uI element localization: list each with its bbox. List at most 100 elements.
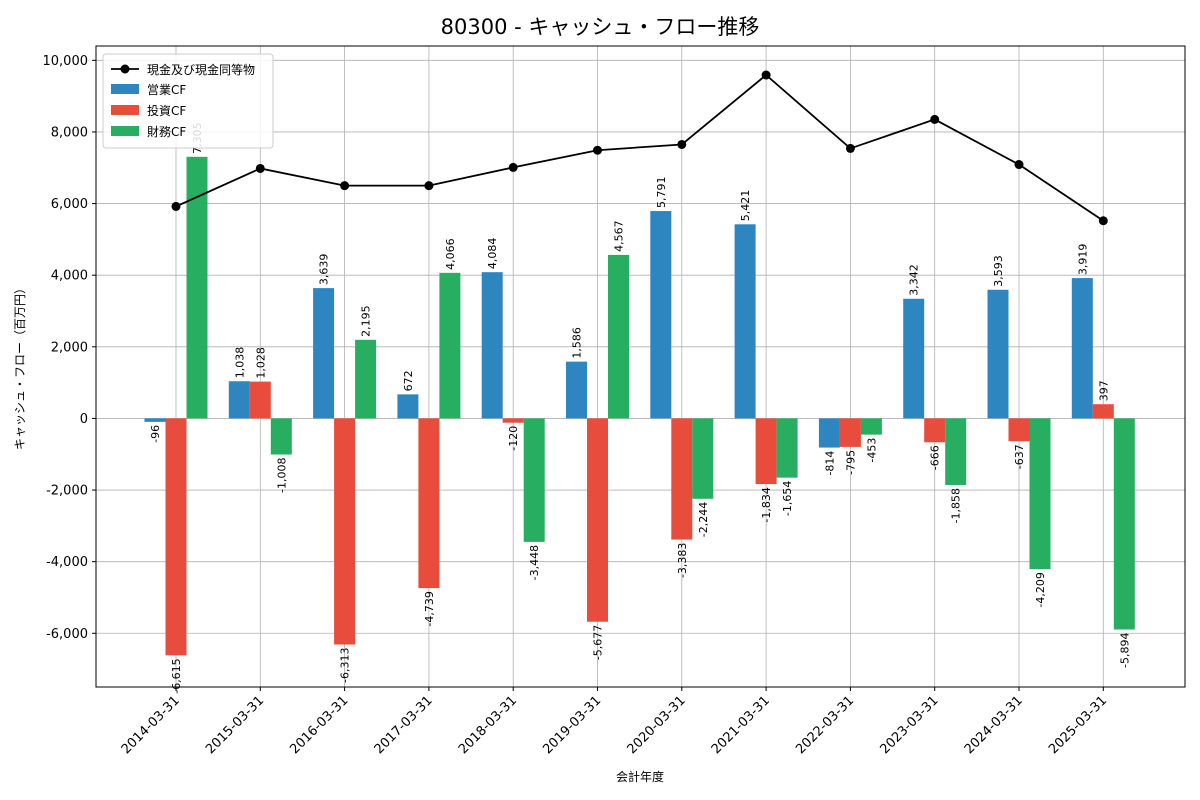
x-tick-label: 2021-03-31 (709, 693, 773, 757)
legend-box (102, 53, 274, 149)
bar-value-label: -814 (823, 451, 836, 476)
y-tick-label: 0 (80, 412, 88, 427)
bar-value-label: -453 (865, 438, 878, 463)
y-tick-label: 8,000 (51, 125, 88, 140)
bar-value-label: -637 (1013, 444, 1026, 469)
x-tick-label: 2019-03-31 (540, 693, 604, 757)
x-tick-label: 2016-03-31 (287, 693, 351, 757)
bar-financing (692, 418, 714, 499)
bar-investing (1092, 404, 1114, 419)
legend-swatch (111, 84, 139, 94)
bar-financing (860, 418, 882, 435)
bar-investing (165, 418, 187, 656)
x-tick-label: 2015-03-31 (203, 693, 267, 757)
bar-investing (249, 381, 271, 419)
cash-line-point (593, 145, 602, 155)
bar-value-label: -1,858 (950, 488, 963, 523)
bar-operating (313, 288, 335, 419)
bar-value-label: -4,209 (1034, 572, 1047, 607)
bar-operating (228, 381, 250, 419)
bar-value-label: 1,038 (233, 347, 246, 379)
legend-line-marker (120, 64, 130, 74)
legend-label: 投資CF (147, 103, 186, 118)
x-tick-label: 2024-03-31 (962, 693, 1026, 757)
bar-value-label: -666 (929, 445, 942, 470)
bar-value-label: -1,654 (781, 481, 794, 516)
y-tick-label: 10,000 (43, 54, 89, 69)
cash-line-point (340, 181, 350, 191)
bar-value-label: -5,894 (1118, 632, 1131, 667)
bar-financing (523, 418, 545, 542)
bar-value-label: -5,677 (592, 625, 605, 660)
data-labels: -96 1,038 3,639 672 4,084 1,586 5,791 5,421 -814… (149, 122, 1131, 693)
legend-swatch (111, 105, 139, 115)
grid (96, 46, 1185, 687)
x-tick-label: 2018-03-31 (456, 693, 520, 757)
bar-operating (818, 418, 840, 448)
bar-value-label: 1,028 (254, 347, 267, 379)
bar-value-label: -4,739 (423, 591, 436, 626)
bar-operating (144, 418, 166, 422)
y-axis: -6,000 -4,000 -2,000 0 2,000 4,000 6,000 8,000 1… (43, 54, 96, 642)
bar-value-label: -2,244 (697, 502, 710, 537)
y-tick-label: -6,000 (46, 627, 88, 642)
bar-value-label: 397 (1097, 380, 1110, 401)
cash-line-point (677, 139, 687, 149)
cash-line-point (930, 114, 940, 124)
bar-investing (839, 418, 861, 447)
bar-financing (945, 418, 967, 485)
y-tick-label: 6,000 (51, 197, 88, 212)
bar-operating (397, 394, 419, 419)
bar-investing (502, 418, 524, 423)
x-tick-label: 2017-03-31 (372, 693, 436, 757)
bar-operating (566, 361, 587, 419)
bar-value-label: -6,313 (339, 647, 352, 682)
x-tick-label: 2025-03-31 (1046, 693, 1110, 757)
cash-line-point (1098, 216, 1108, 226)
bar-value-label: -120 (507, 426, 520, 451)
bar-financing (270, 418, 292, 455)
bar-value-label: 3,919 (1076, 244, 1089, 276)
bar-operating (734, 224, 756, 419)
bar-operating (903, 298, 925, 419)
cash-line (171, 70, 1108, 226)
bar-investing (334, 418, 356, 645)
bar-financing (1029, 418, 1051, 570)
bar-investing (587, 418, 608, 622)
legend-swatch (111, 126, 139, 136)
bar-value-label: 4,084 (486, 238, 499, 270)
x-axis-label: 会計年度 (616, 769, 664, 784)
bar-operating (650, 211, 672, 419)
y-tick-label: 4,000 (51, 269, 88, 284)
bar-value-label: 3,593 (992, 255, 1005, 287)
cash-line-path (175, 73, 1104, 222)
bar-value-label: 5,421 (739, 190, 752, 222)
bar-investing (924, 418, 946, 443)
bar-value-label: -6,615 (170, 658, 183, 693)
bar-value-label: 3,639 (318, 254, 331, 286)
y-axis-label: キャッシュ・フロー（百万円） (13, 282, 27, 450)
bar-value-label: 4,066 (444, 238, 457, 270)
bar-value-label: 2,195 (360, 305, 373, 337)
bar-financing (355, 339, 377, 419)
bar-financing (186, 156, 208, 419)
bar-value-label: 4,567 (613, 220, 626, 252)
cash-line-point (424, 181, 434, 191)
bar-value-label: 5,791 (655, 177, 668, 209)
cash-line-point (171, 201, 181, 211)
bar-financing (1113, 418, 1135, 630)
bar-financing (608, 254, 629, 419)
bar-investing (755, 418, 777, 485)
bar-value-label: -96 (149, 425, 162, 443)
plot-frame (95, 45, 1186, 688)
bar-financing (776, 418, 798, 478)
bar-financing (439, 272, 461, 419)
x-tick-label: 2022-03-31 (793, 693, 857, 757)
bar-operating (1071, 278, 1093, 419)
y-tick-label: -4,000 (46, 555, 88, 570)
x-tick-label: 2023-03-31 (877, 693, 941, 757)
bar-value-label: 672 (402, 370, 415, 391)
bars (144, 156, 1135, 656)
